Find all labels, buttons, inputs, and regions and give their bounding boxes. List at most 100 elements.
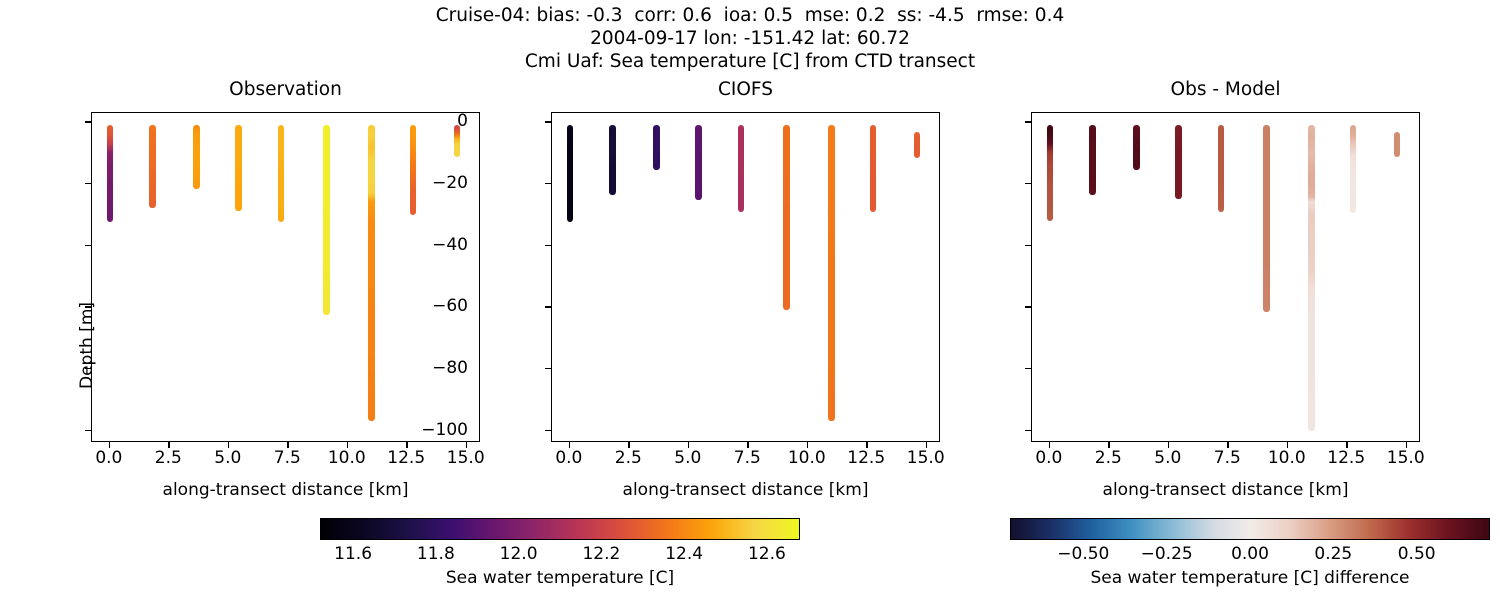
panel-obs-minus-model: Obs - Model 0.0 2.5 5.0 7.5 10.0 12.5 15.0 along… bbox=[1025, 79, 1425, 500]
difference-colorbar-tick-label: −0.25 bbox=[1140, 544, 1193, 564]
cast-profile bbox=[1308, 125, 1315, 431]
cast-segment bbox=[1308, 362, 1315, 400]
cast-segment bbox=[1089, 125, 1096, 147]
xtick-mark bbox=[806, 442, 809, 448]
xtick-mark bbox=[1346, 442, 1348, 448]
cast-segment bbox=[1349, 190, 1357, 214]
cast-segment bbox=[1263, 168, 1270, 215]
cast-segment bbox=[828, 183, 835, 262]
cast-segment bbox=[193, 134, 200, 150]
cast-segment bbox=[1263, 214, 1270, 262]
cast-segment bbox=[869, 183, 877, 213]
xtick-label: 7.5 bbox=[1213, 448, 1241, 468]
cast-segment bbox=[409, 125, 417, 138]
cast-profile bbox=[323, 125, 330, 315]
cast-segment bbox=[1308, 137, 1315, 154]
ytick-mark bbox=[85, 121, 91, 123]
xtick-mark bbox=[1227, 442, 1229, 448]
cast-segment bbox=[1308, 214, 1315, 234]
cast-segment bbox=[106, 165, 114, 184]
cast-segment bbox=[1046, 134, 1054, 144]
xtick-mark bbox=[1405, 442, 1408, 448]
cast-segment bbox=[106, 134, 114, 144]
cast-segment bbox=[149, 159, 156, 178]
xtick-mark bbox=[465, 442, 468, 448]
cast-segment bbox=[454, 125, 461, 130]
suptitle-line-dataset: Cmi Uaf: Sea temperature [C] from CTD tr… bbox=[524, 51, 976, 72]
cast-segment bbox=[1133, 125, 1140, 144]
cast-segment bbox=[368, 353, 375, 394]
cast-profile bbox=[1217, 125, 1225, 212]
cast-segment bbox=[1349, 156, 1357, 172]
cast-segment bbox=[1308, 322, 1315, 363]
xtick-mark bbox=[1286, 442, 1289, 448]
cast-segment bbox=[1133, 159, 1140, 171]
xtick-mark bbox=[925, 442, 928, 448]
cast-segment bbox=[783, 261, 790, 311]
temperature-colorbar-tick-label: 11.6 bbox=[334, 544, 373, 564]
cast-profile bbox=[454, 125, 461, 157]
cast-segment bbox=[368, 393, 375, 422]
suptitle-line-location: 2004-09-17 lon: -151.42 lat: 60.72 bbox=[590, 28, 910, 49]
difference-colorbar-tick-label: 0.25 bbox=[1314, 544, 1353, 564]
panel-title-ciofs: CIOFS bbox=[718, 79, 773, 100]
xtick-label: 12.5 bbox=[847, 448, 886, 468]
cast-segment bbox=[783, 214, 790, 262]
axes-frame-obs-minus-model bbox=[1031, 112, 1420, 442]
cast-segment bbox=[828, 261, 835, 339]
cast-segment bbox=[106, 202, 114, 223]
cast-segment bbox=[828, 125, 835, 184]
xtick-mark bbox=[108, 442, 111, 448]
cast-segment bbox=[737, 153, 745, 184]
xtick-label: 15.0 bbox=[446, 448, 485, 468]
cast-segment bbox=[106, 143, 114, 154]
suptitle-line-stats: Cruise-04: bias: -0.3 corr: 0.6 ioa: 0.5… bbox=[435, 5, 1065, 26]
xtick-mark bbox=[866, 442, 868, 448]
cast-segment bbox=[1263, 125, 1270, 169]
temperature-colorbar-tick-label: 11.8 bbox=[416, 544, 455, 564]
xtick-mark bbox=[747, 442, 749, 448]
cast-segment bbox=[323, 153, 330, 191]
cast-profile bbox=[193, 125, 200, 189]
xtick-label: 10.0 bbox=[787, 448, 826, 468]
cast-segment bbox=[409, 202, 417, 215]
cast-segment bbox=[149, 140, 156, 160]
cast-segment bbox=[1308, 291, 1315, 323]
cast-profile bbox=[653, 125, 660, 171]
xtick-label: 7.5 bbox=[733, 448, 761, 468]
cast-segment bbox=[277, 171, 285, 197]
cast-segment bbox=[1394, 131, 1401, 141]
cast-segment bbox=[1308, 233, 1315, 252]
cast-segment bbox=[1308, 187, 1315, 197]
x-axis-label: along-transect distance [km] bbox=[622, 480, 869, 500]
cast-profile bbox=[783, 125, 790, 311]
cast-segment bbox=[277, 196, 285, 223]
ytick-mark bbox=[1025, 429, 1031, 431]
ytick-mark bbox=[85, 367, 91, 370]
cast-segment bbox=[1046, 202, 1054, 221]
cast-segment bbox=[653, 125, 660, 144]
ytick-label: −80 bbox=[432, 357, 468, 378]
cast-segment bbox=[235, 165, 242, 187]
temperature-colorbar-tick-label: 12.4 bbox=[665, 544, 704, 564]
ytick-mark bbox=[1025, 306, 1031, 308]
cast-segment bbox=[1308, 251, 1315, 271]
cast-segment bbox=[653, 143, 660, 160]
cast-segment bbox=[1046, 143, 1054, 154]
xtick-label: 2.5 bbox=[1094, 448, 1122, 468]
cast-segment bbox=[368, 313, 375, 354]
temperature-colorbar-gradient bbox=[320, 518, 800, 540]
y-axis-label: Depth [m] bbox=[77, 301, 97, 389]
cast-profile bbox=[566, 125, 574, 223]
difference-colorbar-tick-label: −0.50 bbox=[1057, 544, 1110, 564]
ytick-mark bbox=[545, 429, 551, 431]
cast-profile bbox=[235, 125, 242, 212]
cast-profile bbox=[695, 125, 702, 200]
xtick-label: 7.5 bbox=[273, 448, 301, 468]
cast-segment bbox=[149, 177, 156, 197]
ytick-mark bbox=[545, 244, 551, 246]
cast-segment bbox=[566, 153, 574, 184]
cast-segment bbox=[869, 153, 877, 184]
cast-segment bbox=[454, 150, 461, 157]
cast-segment bbox=[1046, 165, 1054, 184]
